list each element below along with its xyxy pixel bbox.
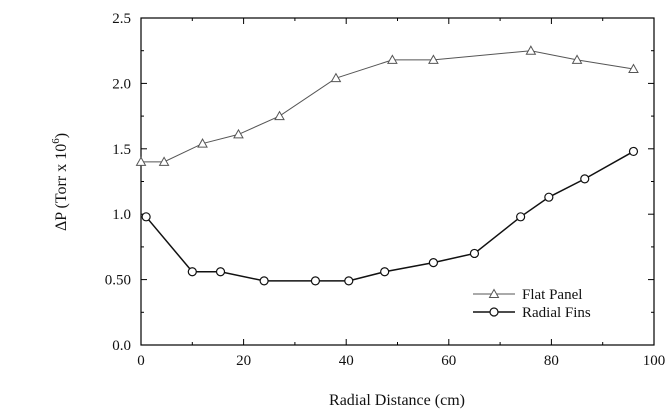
data-point-radial-fins xyxy=(187,267,197,277)
data-point-flat-panel xyxy=(274,110,285,121)
series-radial-fins xyxy=(141,146,639,286)
data-point-flat-panel xyxy=(428,54,439,64)
series-line-flat-panel xyxy=(141,50,634,163)
data-point-flat-panel xyxy=(387,54,398,64)
data-point-radial-fins xyxy=(380,267,390,277)
data-point-flat-panel xyxy=(330,72,342,83)
y-axis-title-main: ΔP (Torr x 10 xyxy=(53,144,70,231)
legend: Flat Panel Radial Fins xyxy=(473,287,591,321)
x-tick-label: 100 xyxy=(643,353,666,369)
series-line-radial-fins xyxy=(145,150,634,282)
data-point-radial-fins xyxy=(628,146,639,157)
y-tick-label: 2.0 xyxy=(112,76,131,92)
data-point-radial-fins xyxy=(310,276,321,286)
y-tick-labels: 0.0 0.50 1.0 1.5 2.0 2.5 xyxy=(105,11,131,354)
data-point-radial-fins xyxy=(516,212,526,222)
legend-label-radial-fins: Radial Fins xyxy=(522,305,591,321)
y-tick-label: 0.0 xyxy=(112,338,131,354)
data-point-radial-fins xyxy=(469,248,480,259)
data-point-radial-fins xyxy=(428,257,439,268)
data-point-radial-fins xyxy=(544,192,554,202)
y-axis-title-suffix: ) xyxy=(53,133,70,138)
data-point-radial-fins xyxy=(141,212,151,222)
data-point-radial-fins xyxy=(259,276,269,286)
x-tick-label: 0 xyxy=(137,353,145,369)
x-tick-label: 60 xyxy=(441,353,456,369)
series-flat-panel xyxy=(135,45,639,166)
data-point-flat-panel xyxy=(158,156,170,166)
x-tick-labels: 0 20 40 60 80 100 xyxy=(137,353,665,369)
y-axis-title-exponent: 6 xyxy=(50,138,62,144)
data-point-radial-fins xyxy=(344,276,354,286)
y-tick-label: 0.50 xyxy=(105,273,131,289)
y-tick-label: 2.5 xyxy=(112,11,131,27)
x-tick-label: 20 xyxy=(236,353,251,369)
data-point-flat-panel xyxy=(525,45,537,55)
x-tick-label: 40 xyxy=(339,353,354,369)
y-tick-label: 1.0 xyxy=(112,207,131,223)
y-tick-label: 1.5 xyxy=(112,142,131,158)
data-point-flat-panel xyxy=(628,63,639,74)
axis-ticks xyxy=(140,17,655,346)
legend-marker-flat-panel xyxy=(488,288,500,298)
x-tick-label: 80 xyxy=(544,353,559,369)
x-axis-title: Radial Distance (cm) xyxy=(329,392,465,409)
y-axis-title: ΔP (Torr x 106) xyxy=(50,133,70,231)
data-point-flat-panel xyxy=(135,156,147,166)
data-point-radial-fins xyxy=(215,267,226,277)
data-point-flat-panel xyxy=(571,54,583,64)
data-point-flat-panel xyxy=(197,138,208,148)
data-point-flat-panel xyxy=(233,128,244,139)
data-point-radial-fins xyxy=(580,174,590,184)
legend-label-flat-panel: Flat Panel xyxy=(522,287,582,303)
series-layer xyxy=(135,45,639,286)
legend-marker-radial-fins xyxy=(489,307,499,317)
